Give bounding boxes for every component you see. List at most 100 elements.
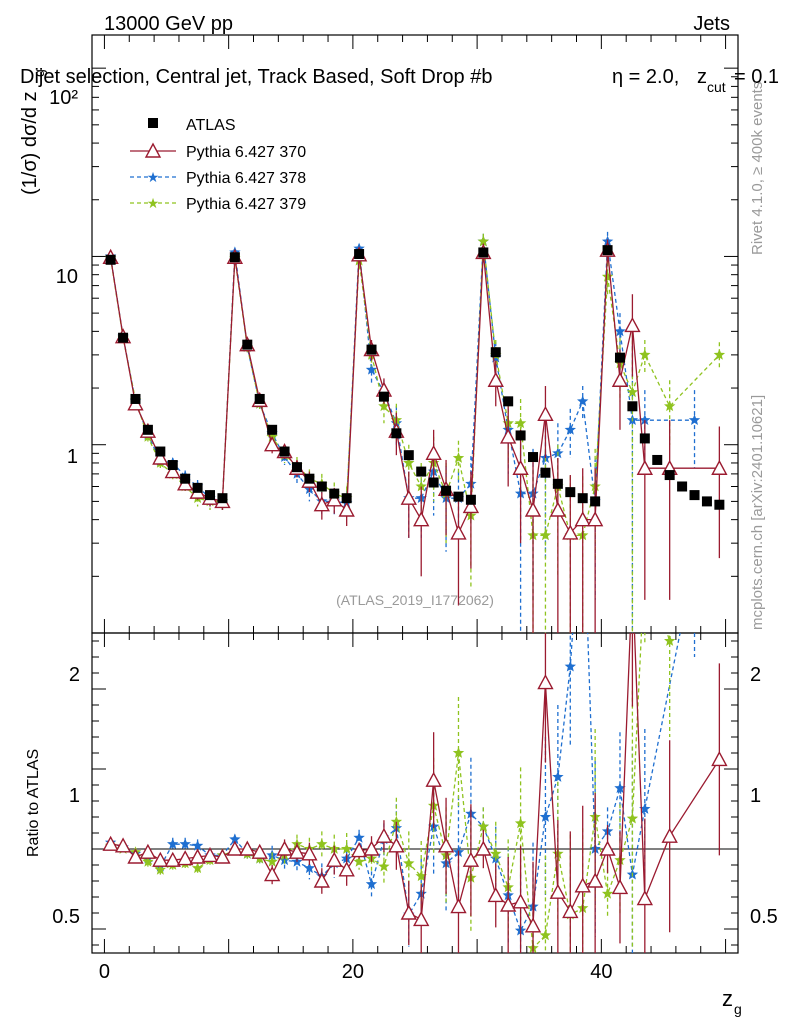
main-point-atlas (341, 493, 352, 504)
ratio-y-tick-1: 1 (69, 785, 80, 807)
side-label-mcplots: mcplots.cern.ch [arXiv:2401.10621] (749, 395, 766, 630)
main-point-atlas (515, 430, 526, 441)
main-point-pythia-6-427-370 (549, 501, 567, 517)
main-point-atlas (565, 487, 576, 498)
legend-marker-378: ★ (147, 170, 160, 186)
ratio-point-pythia-6-427-379 (452, 747, 465, 758)
ratio-point-pythia-6-427-379 (390, 815, 403, 827)
main-point-atlas (142, 424, 153, 435)
ratio-point-pythia-6-427-379 (154, 863, 166, 875)
ratio-point-pythia-6-427-378 (229, 833, 241, 845)
ratio-point-pythia-6-427-370 (239, 840, 256, 856)
ratio-line-pythia-6-427-378 (110, 633, 681, 933)
main-point-atlas (689, 490, 700, 501)
main-point-atlas (714, 499, 725, 510)
main-point-atlas (652, 454, 663, 465)
main-point-atlas (403, 450, 414, 461)
main-point-pythia-6-427-370 (500, 428, 517, 444)
ratio-point-pythia-6-427-379 (378, 860, 390, 872)
main-y-label-text: (1/σ) dσ/d z (19, 91, 41, 195)
header-right: Jets (693, 13, 730, 35)
main-point-atlas (105, 254, 116, 265)
main-point-pythia-6-427-370 (524, 501, 542, 517)
ratio-y-tick-0.5: 0.5 (52, 906, 80, 928)
main-point-pythia-6-427-379 (539, 529, 552, 541)
ratio-point-pythia-6-427-370 (636, 890, 653, 906)
legend-label-370: Pythia 6.427 370 (186, 144, 306, 161)
main-point-pythia-6-427-378 (614, 325, 626, 337)
main-point-atlas (552, 478, 563, 489)
main-point-pythia-6-427-370 (313, 496, 330, 512)
main-point-pythia-6-427-378 (639, 414, 651, 425)
main-point-pythia-6-427-370 (413, 511, 430, 527)
main-point-pythia-6-427-378 (365, 363, 378, 375)
ratio-point-pythia-6-427-370 (425, 771, 442, 787)
ratio-point-pythia-6-427-378 (303, 862, 316, 874)
legend-marker-atlas (148, 118, 158, 128)
ratio-point-pythia-6-427-370 (164, 851, 181, 867)
main-point-atlas (242, 339, 253, 350)
main-point-pythia-6-427-379 (601, 270, 614, 282)
main-point-pythia-6-427-379 (626, 386, 639, 398)
main-point-atlas (503, 396, 514, 407)
ratio-point-pythia-6-427-379 (477, 820, 489, 832)
ratio-point-pythia-6-427-370 (276, 840, 293, 856)
main-point-pythia-6-427-379 (514, 417, 527, 429)
x-axis-label-sub: g (734, 1001, 742, 1017)
ratio-point-pythia-6-427-370 (338, 861, 355, 877)
ratio-point-pythia-6-427-378 (365, 878, 378, 890)
ratio-point-pythia-6-427-378 (564, 660, 576, 672)
x-tick-label-20: 20 (342, 961, 364, 983)
title-z-value: = 0.1 (734, 66, 779, 88)
main-axis-ticks (92, 35, 738, 634)
main-line-pythia-6-427-379 (109, 241, 720, 537)
main-point-pythia-6-427-370 (450, 524, 467, 540)
main-point-atlas (614, 352, 625, 363)
main-point-pythia-6-427-379 (713, 348, 726, 360)
main-point-pythia-6-427-370 (338, 501, 355, 517)
main-point-atlas (118, 332, 129, 343)
main-point-atlas (155, 446, 166, 457)
main-point-pythia-6-427-370 (263, 436, 281, 452)
main-point-pythia-6-427-370 (152, 449, 169, 465)
main-point-pythia-6-427-379 (378, 400, 390, 412)
ratio-point-pythia-6-427-370 (102, 835, 119, 851)
main-point-pythia-6-427-370 (487, 371, 504, 387)
ratio-point-pythia-6-427-378 (167, 838, 179, 850)
main-point-pythia-6-427-379 (639, 348, 651, 360)
main-point-atlas (490, 347, 501, 358)
main-point-pythia-6-427-370 (624, 316, 641, 333)
ratio-point-pythia-6-427-370 (574, 877, 591, 893)
ratio-point-pythia-6-427-379 (514, 817, 527, 829)
main-point-atlas (354, 249, 365, 260)
main-point-pythia-6-427-378 (688, 414, 701, 425)
ratio-point-pythia-6-427-379 (266, 855, 278, 867)
ratio-point-pythia-6-427-370 (288, 843, 306, 859)
ratio-y-axis-label: Ratio to ATLAS (25, 749, 42, 857)
ratio-point-pythia-6-427-370 (437, 837, 455, 853)
legend-label-379: Pythia 6.427 379 (186, 196, 306, 213)
main-point-atlas (180, 473, 191, 484)
main-point-atlas (366, 344, 377, 355)
ratio-point-pythia-6-427-379 (490, 847, 502, 859)
main-point-atlas (304, 473, 315, 484)
main-point-atlas (478, 247, 489, 258)
header-left: 13000 GeV pp (104, 13, 233, 35)
main-point-atlas (267, 424, 278, 435)
x-tick-labels: 0 20 40 (99, 961, 613, 983)
main-point-pythia-6-427-379 (452, 452, 465, 463)
main-point-pythia-6-427-370 (400, 489, 417, 505)
ratio-point-pythia-6-427-370 (562, 902, 579, 919)
main-point-atlas (701, 496, 712, 507)
title-z: z (697, 66, 707, 88)
ratio-point-pythia-6-427-370 (251, 843, 268, 859)
main-point-atlas (167, 460, 178, 471)
ratio-point-pythia-6-427-378 (689, 555, 700, 566)
ratio-point-pythia-6-427-370 (661, 827, 678, 843)
legend-marker-379: ★ (147, 196, 160, 212)
main-y-tick-10: 10 (56, 266, 78, 288)
ratio-y-tick-right-0.5: 0.5 (750, 906, 778, 928)
main-point-pythia-6-427-370 (711, 459, 728, 475)
ratio-frame (91, 632, 739, 954)
ratio-point-pythia-6-427-379 (403, 857, 415, 869)
